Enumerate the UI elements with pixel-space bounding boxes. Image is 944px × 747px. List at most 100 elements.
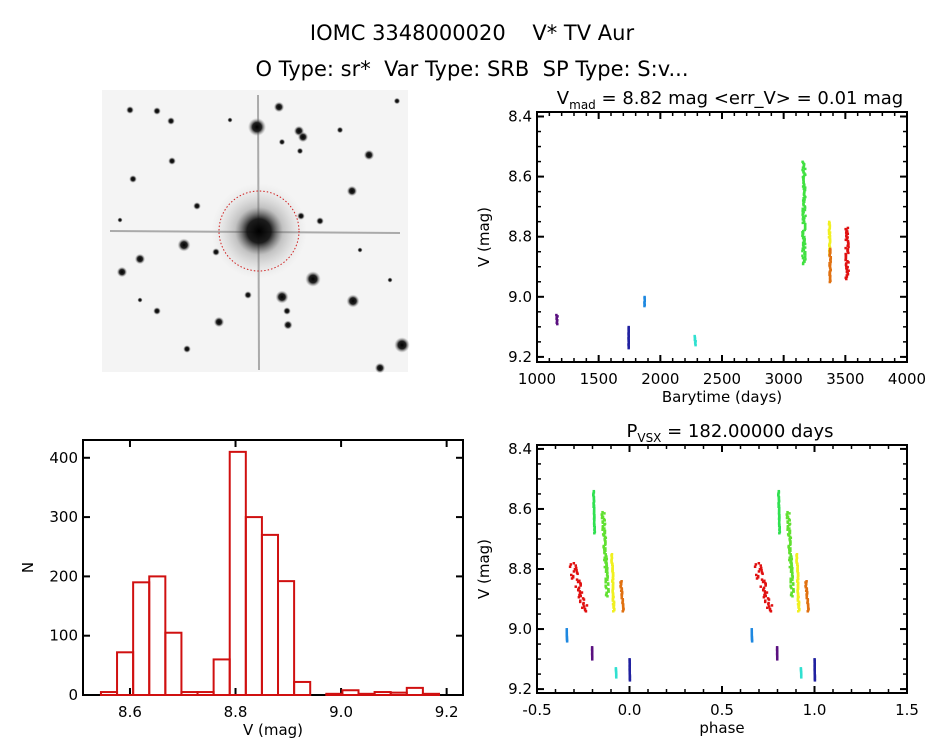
data-point bbox=[844, 238, 848, 242]
data-point bbox=[694, 342, 697, 346]
data-point bbox=[578, 579, 581, 583]
data-point bbox=[582, 598, 586, 601]
data-point bbox=[579, 594, 582, 598]
data-point bbox=[568, 565, 572, 569]
y-axis-label: N bbox=[19, 562, 37, 573]
data-point bbox=[614, 669, 618, 673]
data-point bbox=[614, 667, 618, 670]
data-point bbox=[614, 672, 618, 675]
data-point bbox=[603, 556, 606, 559]
y-tick-label: 300 bbox=[49, 508, 78, 526]
target-star bbox=[211, 183, 307, 279]
data-point bbox=[801, 221, 805, 225]
title-main: V bbox=[557, 88, 570, 109]
data-point bbox=[775, 654, 779, 657]
data-point bbox=[776, 655, 779, 658]
x-axis-label: V (mag) bbox=[243, 721, 303, 739]
data-point bbox=[601, 521, 605, 524]
data-point bbox=[800, 676, 803, 679]
data-point bbox=[604, 581, 607, 584]
data-point bbox=[569, 563, 573, 566]
star bbox=[227, 117, 233, 123]
data-point bbox=[605, 557, 609, 561]
data-point bbox=[570, 573, 573, 577]
data-point bbox=[763, 579, 766, 583]
x-axis-label: Barytime (days) bbox=[662, 388, 782, 406]
data-point bbox=[615, 673, 618, 677]
data-point bbox=[791, 576, 794, 579]
data-point bbox=[766, 606, 769, 610]
histogram-bar bbox=[293, 680, 312, 697]
data-point bbox=[565, 638, 569, 642]
data-point bbox=[789, 593, 793, 597]
data-point bbox=[792, 583, 795, 586]
star bbox=[297, 212, 305, 220]
histogram-bar bbox=[180, 691, 199, 697]
data-point bbox=[801, 207, 805, 211]
histogram-bar bbox=[132, 581, 151, 696]
data-point bbox=[790, 586, 793, 590]
data-point bbox=[602, 545, 605, 549]
data-point bbox=[803, 260, 806, 263]
histogram-bar bbox=[341, 689, 360, 696]
data-point bbox=[757, 561, 761, 565]
data-point bbox=[788, 527, 791, 530]
data-point bbox=[778, 531, 781, 535]
data-point bbox=[600, 516, 604, 520]
data-point bbox=[847, 251, 850, 255]
histogram-bar bbox=[277, 580, 296, 696]
data-point bbox=[755, 577, 759, 580]
data-point bbox=[565, 630, 569, 634]
data-point bbox=[750, 637, 754, 640]
data-point bbox=[590, 648, 594, 652]
histogram-bar bbox=[325, 692, 344, 697]
data-point bbox=[801, 215, 805, 219]
data-point bbox=[614, 670, 618, 674]
x-tick-label: 2500 bbox=[703, 370, 741, 388]
data-point bbox=[802, 220, 806, 223]
data-point bbox=[763, 593, 766, 597]
data-point bbox=[643, 302, 646, 305]
data-point bbox=[767, 598, 771, 601]
data-point bbox=[767, 603, 770, 606]
data-point bbox=[788, 519, 791, 522]
data-point bbox=[750, 630, 754, 634]
histogram-bar bbox=[357, 692, 376, 697]
data-point bbox=[577, 595, 581, 599]
data-point bbox=[846, 232, 850, 236]
data-point bbox=[555, 321, 559, 325]
y-tick-label: 200 bbox=[49, 567, 78, 585]
star bbox=[346, 294, 360, 308]
data-point bbox=[803, 206, 807, 209]
data-point bbox=[801, 241, 805, 245]
y-tick-label: 9.0 bbox=[508, 288, 532, 306]
data-point bbox=[788, 512, 791, 515]
data-point bbox=[612, 610, 615, 613]
data-point bbox=[769, 610, 773, 613]
data-point bbox=[761, 572, 764, 576]
star bbox=[336, 126, 344, 134]
data-point bbox=[590, 654, 594, 657]
data-point bbox=[590, 656, 594, 660]
data-point bbox=[803, 167, 807, 171]
plot-frame bbox=[82, 439, 464, 696]
data-point bbox=[800, 673, 803, 677]
title-subscript: mad bbox=[569, 98, 596, 112]
data-point bbox=[797, 610, 800, 613]
data-point bbox=[581, 606, 584, 610]
star bbox=[117, 217, 123, 223]
data-point bbox=[590, 647, 594, 650]
data-point bbox=[575, 578, 579, 581]
data-point bbox=[844, 258, 847, 262]
star bbox=[316, 217, 324, 225]
star bbox=[374, 362, 386, 374]
data-point bbox=[607, 590, 610, 593]
data-point bbox=[693, 341, 697, 344]
data-point bbox=[789, 577, 792, 581]
data-point bbox=[785, 516, 789, 520]
data-point bbox=[775, 652, 779, 656]
data-point bbox=[576, 572, 579, 576]
data-point bbox=[590, 652, 594, 656]
y-tick-label: 8.4 bbox=[508, 440, 532, 458]
data-point bbox=[801, 262, 805, 266]
